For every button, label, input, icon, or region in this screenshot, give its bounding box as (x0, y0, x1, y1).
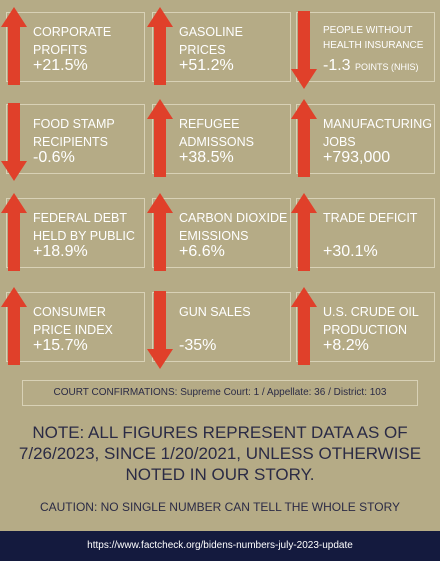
tile-trade-deficit: TRADE DEFICIT +30.1% (296, 198, 435, 268)
tile-manufacturing-jobs: MANUFACTURING JOBS +793,000 (296, 104, 435, 174)
tile-label: FOOD STAMP RECIPIENTS (33, 117, 115, 149)
tile-label: CORPORATE PROFITS (33, 25, 112, 57)
tile-label: TRADE DEFICIT (323, 211, 418, 225)
arrow-up-icon (147, 7, 173, 85)
tile-food-stamp-recipients: FOOD STAMP RECIPIENTS -0.6% (6, 104, 145, 174)
tile-carbon-dioxide-emissions: CARBON DIOXIDE EMISSIONS +6.6% (152, 198, 291, 268)
tile-people-without-health-insurance: PEOPLE WITHOUT HEALTH INSURANCE -1.3 POI… (296, 12, 435, 82)
tile-label: REFUGEE ADMISSONS (179, 117, 255, 149)
arrow-up-icon (147, 193, 173, 271)
caution-note: CAUTION: NO SINGLE NUMBER CAN TELL THE W… (39, 500, 401, 514)
tile-label: GUN SALES (179, 305, 251, 319)
arrow-up-icon (1, 287, 27, 365)
tile-value: +793,000 (323, 149, 391, 166)
arrow-down-icon (291, 11, 317, 89)
tile-gasoline-prices: GASOLINE PRICES +51.2% (152, 12, 291, 82)
arrow-up-icon (291, 99, 317, 177)
arrow-down-icon (147, 291, 173, 369)
tile-refugee-admissons: REFUGEE ADMISSONS +38.5% (152, 104, 291, 174)
arrow-up-icon (147, 99, 173, 177)
tile-value: +6.6% (179, 243, 225, 260)
tile-label: GASOLINE PRICES (179, 25, 243, 57)
source-url[interactable]: https://www.factcheck.org/bidens-numbers… (0, 531, 440, 561)
tile-value-unit: POINTS (NHIS) (355, 62, 419, 72)
tile-gun-sales: GUN SALES -35% (152, 292, 291, 362)
tile-value: -35% (179, 337, 217, 354)
tile-value: +18.9% (33, 243, 88, 260)
data-note: NOTE: ALL FIGURES REPRESENT DATA AS OF 7… (18, 423, 422, 484)
tile-label: U.S. CRUDE OIL PRODUCTION (323, 305, 419, 337)
tile-us-crude-oil-production: U.S. CRUDE OIL PRODUCTION +8.2% (296, 292, 435, 362)
tile-value-number: -1.3 (323, 57, 351, 74)
tile-label: FEDERAL DEBT HELD BY PUBLIC (33, 211, 135, 243)
tile-corporate-profits: CORPORATE PROFITS +21.5% (6, 12, 145, 82)
tile-label: CONSUMER PRICE INDEX (33, 305, 113, 337)
tile-consumer-price-index: CONSUMER PRICE INDEX +15.7% (6, 292, 145, 362)
arrow-up-icon (291, 193, 317, 271)
tile-value: +8.2% (323, 337, 369, 354)
court-confirmations: COURT CONFIRMATIONS: Supreme Court: 1 / … (22, 380, 418, 406)
tile-value: -1.3 POINTS (NHIS) (323, 57, 419, 75)
tile-value: +30.1% (323, 243, 378, 260)
tile-federal-debt: FEDERAL DEBT HELD BY PUBLIC +18.9% (6, 198, 145, 268)
tile-value: +15.7% (33, 337, 88, 354)
tile-value: -0.6% (33, 149, 75, 166)
tile-value: +38.5% (179, 149, 234, 166)
arrow-up-icon (1, 7, 27, 85)
arrow-down-icon (1, 103, 27, 181)
arrow-up-icon (1, 193, 27, 271)
tile-value: +21.5% (33, 57, 88, 74)
tile-label: CARBON DIOXIDE EMISSIONS (179, 211, 288, 243)
tile-label: MANUFACTURING JOBS (323, 117, 433, 149)
tile-label: PEOPLE WITHOUT HEALTH INSURANCE (323, 25, 424, 51)
tile-value: +51.2% (179, 57, 234, 74)
arrow-up-icon (291, 287, 317, 365)
